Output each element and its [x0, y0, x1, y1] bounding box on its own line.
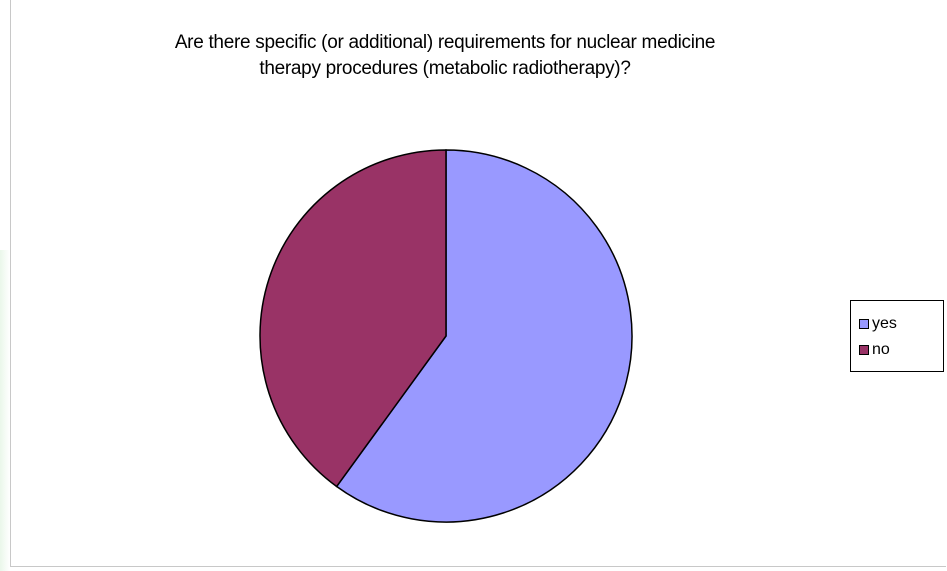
legend-swatch-yes [859, 319, 869, 329]
legend-swatch-no [859, 345, 869, 355]
pie-slice-no [259, 149, 447, 488]
legend: yes no [850, 300, 944, 372]
legend-label-yes: yes [872, 315, 897, 332]
legend-item-no: no [851, 337, 943, 363]
legend-label-no: no [872, 341, 890, 358]
chart-title: Are there specific (or additional) requi… [174, 32, 716, 79]
side-accent [0, 250, 10, 571]
pie-slice-yes [335, 149, 633, 523]
legend-item-yes: yes [851, 311, 943, 337]
